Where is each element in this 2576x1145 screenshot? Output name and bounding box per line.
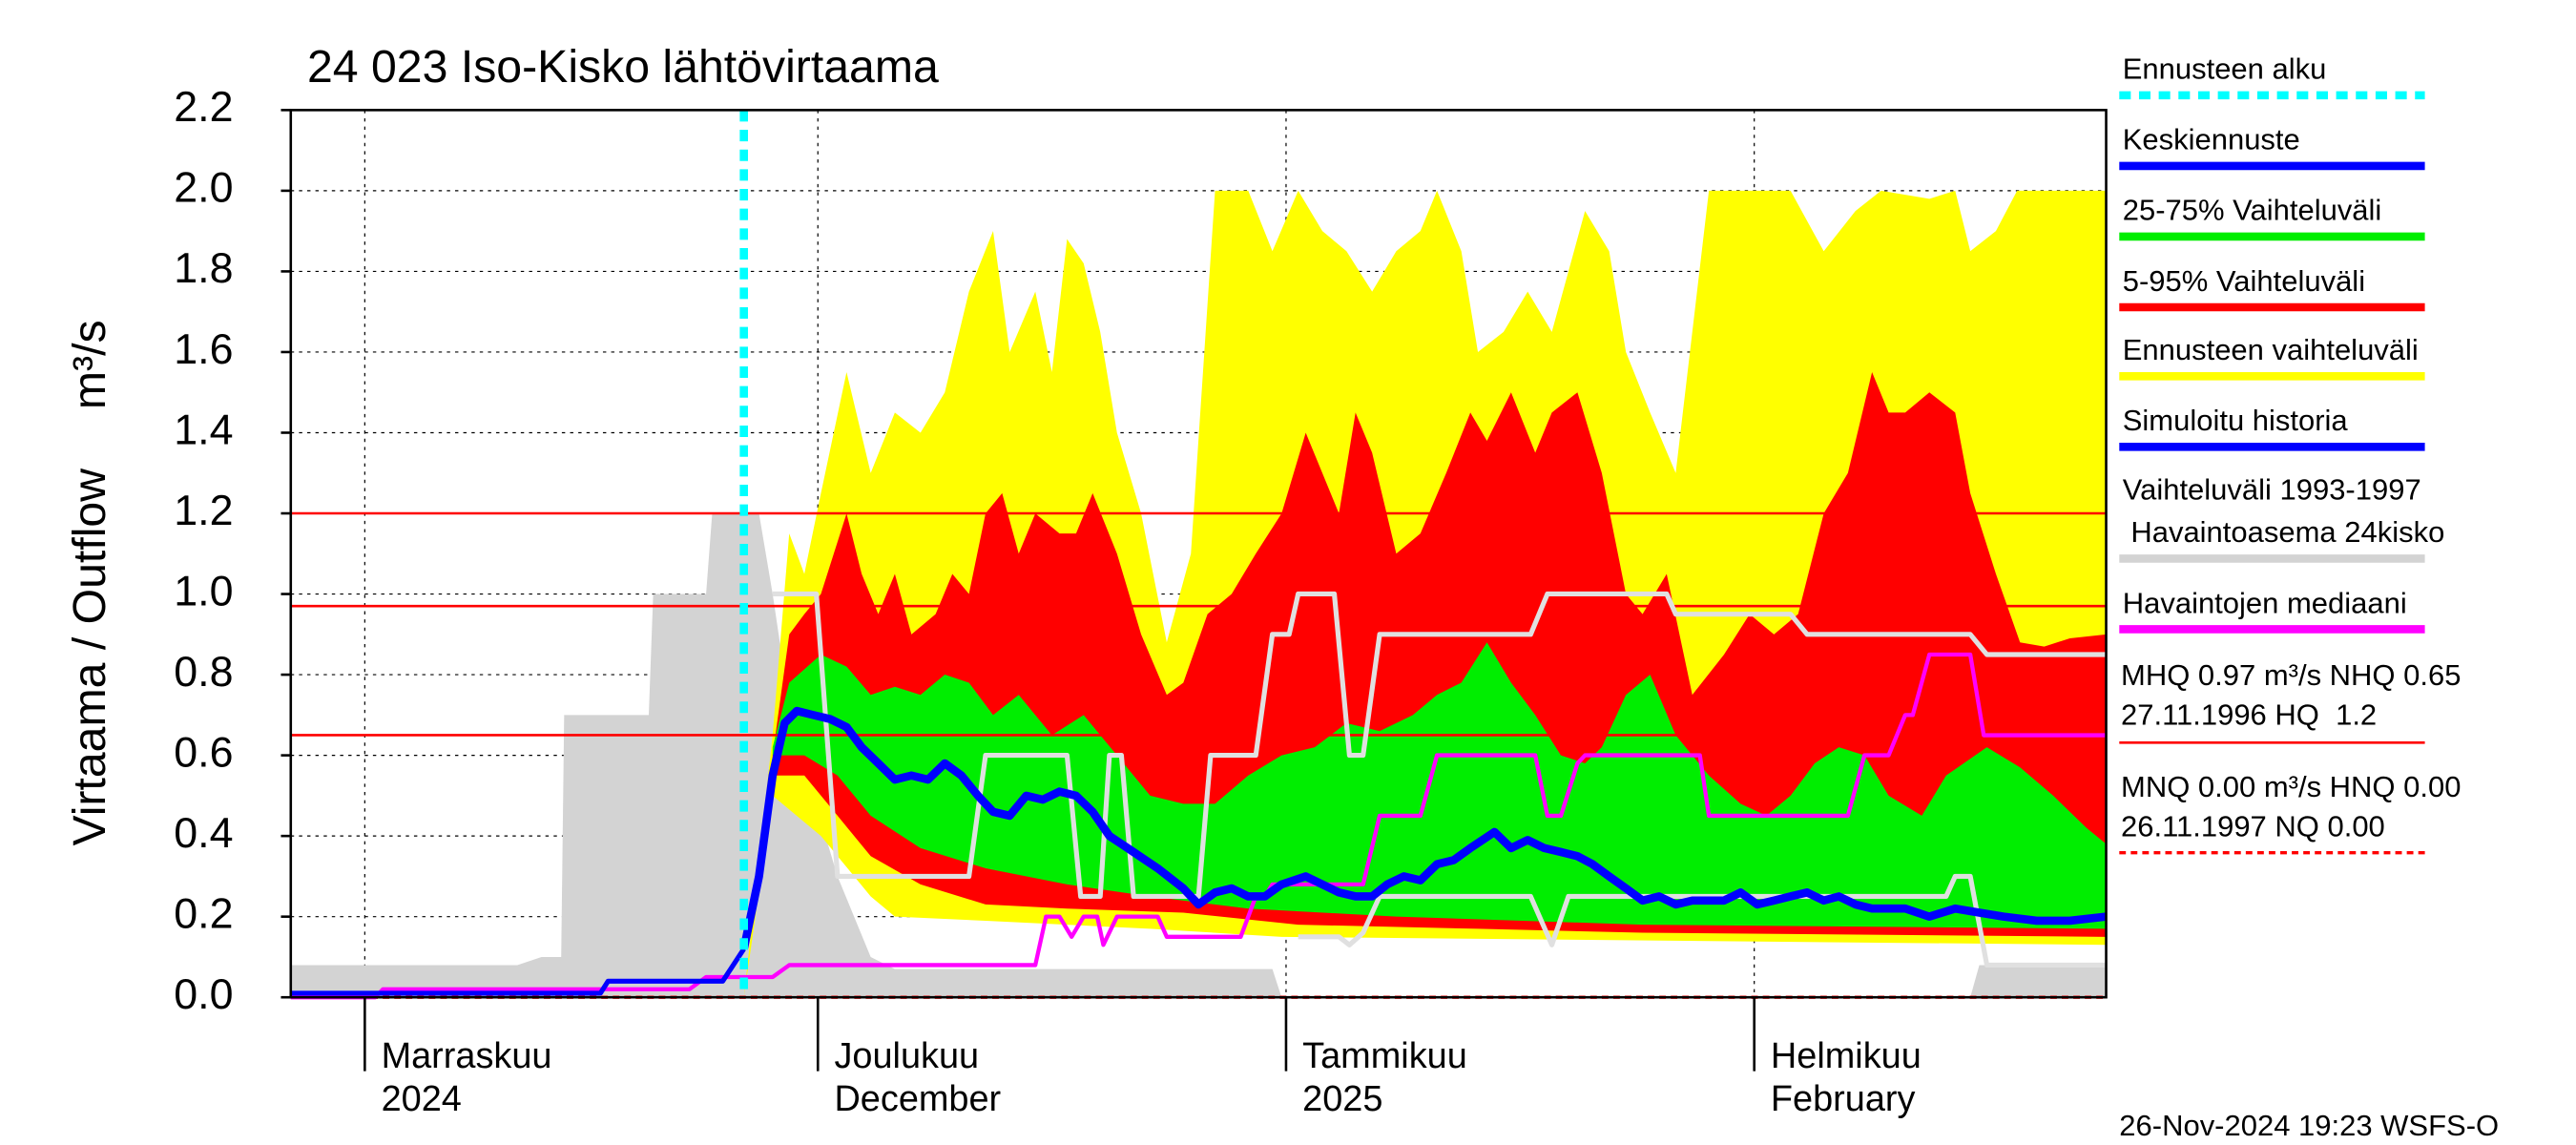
chart-title: 24 023 Iso-Kisko lähtövirtaama [307,41,939,93]
y-tick-label: 1.2 [174,487,233,534]
legend-label: Keskiennuste [2123,123,2300,156]
y-tick-label: 0.6 [174,728,233,776]
y-tick-label: 1.0 [174,567,233,614]
y-tick-label: 0.2 [174,889,233,937]
y-tick-label: 0.8 [174,648,233,696]
y-tick-label: 2.2 [174,83,233,131]
x-tick-label: Tammikuu [1302,1036,1467,1076]
legend-label: 5-95% Vaihteluväli [2123,264,2365,298]
series-line [290,947,746,996]
legend-label: Ennusteen alku [2123,52,2327,86]
legend-label: Ennusteen vaihteluväli [2123,333,2419,366]
legend-label: Simuloitu historia [2123,404,2349,437]
y-axis-unit: m³/s [64,320,115,409]
y-axis-label: Virtaama / Outflow [64,468,115,846]
x-tick-label: February [1771,1079,1916,1119]
footer: 26-Nov-2024 19:23 WSFS-O [2119,1109,2499,1142]
statistics-text: MHQ 0.97 m³/s NHQ 0.65 [2121,658,2461,692]
y-tick-label: 0.4 [174,809,233,857]
statistics-text: MNQ 0.00 m³/s HNQ 0.00 [2121,770,2461,803]
legend-label: Havaintoasema 24kisko [2123,515,2445,549]
y-tick-label: 1.4 [174,406,233,453]
y-tick-label: 1.8 [174,244,233,292]
legend-label: Vaihteluväli 1993-1997 [2123,472,2421,506]
plot-area [290,109,2108,1000]
series-line [772,591,2107,900]
legend: Ennusteen alku Keskiennuste 25-75% Vaihtel… [2119,52,2445,634]
range-band [772,642,2107,929]
series-line [739,706,2108,950]
y-tick-label: 1.6 [174,325,233,373]
range-band [290,513,2107,998]
x-tick-label: 2024 [382,1079,462,1119]
legend-label: 25-75% Vaihteluväli [2123,194,2382,227]
x-tick-label: Helmikuu [1771,1036,1922,1076]
x-tick-label: December [834,1079,1001,1119]
plot-frame [289,109,2108,999]
statistics-text: 26.11.1997 NQ 0.00 [2121,809,2385,843]
x-tick-label: Joulukuu [834,1036,979,1076]
y-tick-label: 2.0 [174,164,233,212]
y-tick-label: 0.0 [174,970,233,1018]
x-tick-label: Marraskuu [382,1036,552,1076]
legend-label: Havaintojen mediaani [2123,586,2407,619]
statistics-text: 27.11.1996 HQ 1.2 [2121,697,2377,731]
series-line [1298,873,2107,968]
x-tick-label: 2025 [1302,1079,1382,1119]
